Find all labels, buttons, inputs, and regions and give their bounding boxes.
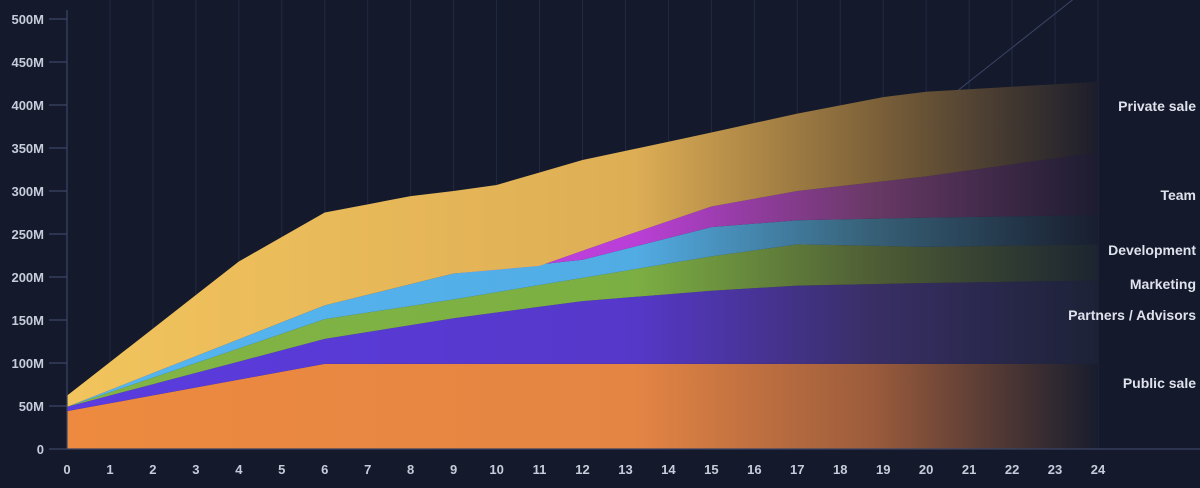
svg-text:22: 22 bbox=[1005, 462, 1019, 477]
svg-text:14: 14 bbox=[661, 462, 676, 477]
svg-text:0: 0 bbox=[63, 462, 70, 477]
svg-text:1: 1 bbox=[106, 462, 113, 477]
svg-text:5: 5 bbox=[278, 462, 285, 477]
svg-text:150M: 150M bbox=[11, 313, 44, 328]
svg-text:2: 2 bbox=[149, 462, 156, 477]
svg-text:9: 9 bbox=[450, 462, 457, 477]
svg-text:450M: 450M bbox=[11, 55, 44, 70]
svg-text:11: 11 bbox=[533, 462, 547, 477]
svg-text:21: 21 bbox=[962, 462, 976, 477]
svg-text:18: 18 bbox=[833, 462, 847, 477]
svg-text:50M: 50M bbox=[19, 399, 44, 414]
svg-text:200M: 200M bbox=[11, 270, 44, 285]
svg-text:16: 16 bbox=[747, 462, 761, 477]
svg-text:24: 24 bbox=[1091, 462, 1106, 477]
svg-text:23: 23 bbox=[1048, 462, 1062, 477]
svg-text:13: 13 bbox=[618, 462, 632, 477]
svg-text:500M: 500M bbox=[11, 12, 44, 27]
svg-text:250M: 250M bbox=[11, 227, 44, 242]
svg-text:8: 8 bbox=[407, 462, 414, 477]
svg-text:Marketing: Marketing bbox=[1130, 276, 1196, 292]
svg-text:3: 3 bbox=[192, 462, 199, 477]
svg-text:Partners / Advisors: Partners / Advisors bbox=[1068, 307, 1196, 323]
svg-text:Private sale: Private sale bbox=[1118, 98, 1196, 114]
svg-text:6: 6 bbox=[321, 462, 328, 477]
svg-text:12: 12 bbox=[575, 462, 589, 477]
svg-text:0: 0 bbox=[37, 442, 44, 457]
svg-text:400M: 400M bbox=[11, 98, 44, 113]
svg-text:15: 15 bbox=[704, 462, 718, 477]
svg-text:20: 20 bbox=[919, 462, 933, 477]
svg-text:4: 4 bbox=[235, 462, 243, 477]
svg-text:7: 7 bbox=[364, 462, 371, 477]
svg-text:100M: 100M bbox=[11, 356, 44, 371]
svg-text:19: 19 bbox=[876, 462, 890, 477]
svg-text:300M: 300M bbox=[11, 184, 44, 199]
svg-text:Development: Development bbox=[1108, 242, 1196, 258]
svg-text:Public sale: Public sale bbox=[1123, 375, 1196, 391]
svg-text:17: 17 bbox=[790, 462, 804, 477]
svg-text:10: 10 bbox=[489, 462, 503, 477]
svg-text:Team: Team bbox=[1160, 187, 1196, 203]
svg-text:350M: 350M bbox=[11, 141, 44, 156]
